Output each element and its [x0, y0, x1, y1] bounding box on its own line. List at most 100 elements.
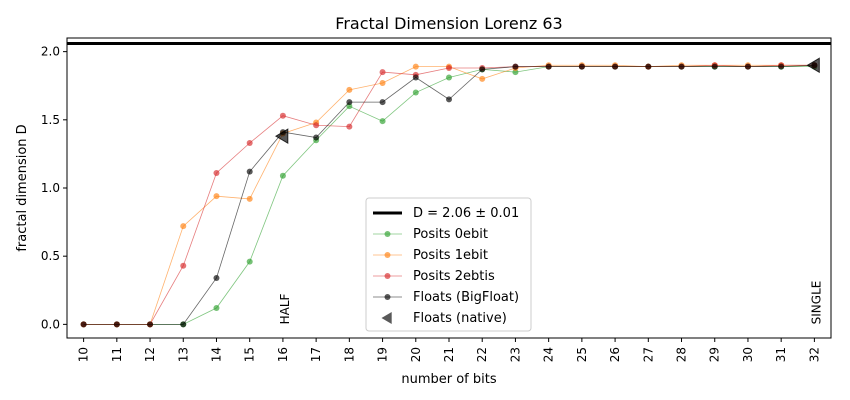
data-point: [213, 275, 220, 281]
data-point: [379, 80, 386, 86]
data-point: [612, 63, 619, 70]
legend-label: Posits 2ebtis: [413, 269, 495, 284]
legend-label: Floats (native): [413, 311, 507, 326]
data-point: [412, 63, 419, 70]
data-point: [313, 134, 320, 141]
x-tick-label: 32: [807, 347, 821, 362]
x-tick-label: 14: [209, 347, 223, 362]
legend-marker: [384, 252, 391, 258]
data-point: [578, 63, 585, 70]
x-tick-label: 17: [309, 347, 323, 362]
legend-marker: [384, 273, 391, 279]
x-tick-label: 16: [276, 347, 290, 362]
data-point: [545, 63, 552, 70]
data-point: [346, 123, 353, 130]
data-point: [678, 63, 685, 70]
data-point: [778, 63, 785, 70]
y-tick-label: 1.0: [41, 181, 60, 195]
data-point: [313, 122, 320, 129]
legend-label: D = 2.06 ± 0.01: [413, 206, 519, 221]
data-point: [246, 168, 253, 175]
legend-entry: Posits 2ebtis: [373, 269, 495, 284]
data-point: [213, 305, 220, 311]
data-point: [446, 96, 452, 103]
x-tick-label: 23: [508, 347, 522, 362]
data-point: [113, 321, 120, 328]
y-tick-label: 0.0: [41, 317, 60, 331]
x-tick-label: 12: [143, 347, 157, 362]
data-point: [379, 118, 386, 125]
legend-entry: D = 2.06 ± 0.01: [373, 206, 519, 221]
data-point: [213, 193, 220, 200]
data-point: [346, 99, 353, 106]
data-point: [180, 321, 187, 328]
data-point: [279, 112, 286, 119]
y-tick-label: 2.0: [41, 45, 60, 59]
x-tick-label: 15: [243, 347, 257, 362]
x-tick-label: 13: [176, 347, 190, 362]
data-point: [180, 262, 187, 269]
x-tick-label: 18: [342, 347, 356, 362]
x-tick-label: 31: [774, 347, 788, 362]
data-point: [147, 321, 154, 328]
data-point: [711, 63, 718, 70]
data-point: [180, 223, 187, 230]
x-tick-label: 11: [110, 347, 124, 362]
data-point: [274, 128, 289, 145]
data-point: [446, 74, 452, 81]
data-point: [479, 66, 486, 73]
data-point: [279, 172, 286, 179]
legend-label: Posits 1ebit: [413, 248, 488, 263]
x-tick-label: 28: [675, 347, 689, 362]
x-tick-label: 27: [641, 347, 655, 362]
x-tick-label: 29: [708, 347, 722, 362]
annotation-label: HALF: [278, 293, 292, 324]
x-axis-label: number of bits: [401, 372, 496, 387]
legend-label: Floats (BigFloat): [413, 290, 519, 305]
legend-entry: Floats (BigFloat): [373, 290, 519, 305]
legend-entry: Floats (native): [381, 311, 507, 326]
x-tick-label: 25: [575, 347, 589, 362]
data-point: [213, 170, 220, 176]
chart-title: Fractal Dimension Lorenz 63: [335, 14, 562, 33]
legend-box: [365, 197, 532, 332]
data-point: [379, 99, 386, 106]
x-tick-label: 24: [542, 347, 556, 362]
legend-entry: Posits 1ebit: [373, 248, 488, 263]
legend: D = 2.06 ± 0.01 Posits 0ebit Posits 1ebit P…: [365, 197, 532, 332]
plot-area: HALF SINGLE: [67, 41, 831, 328]
data-point: [246, 195, 253, 202]
x-tick-label: 20: [409, 347, 423, 362]
x-tick-label: 26: [608, 347, 622, 362]
legend-marker: [384, 294, 391, 300]
y-axis-label: fractal dimension D: [15, 124, 30, 251]
data-point: [346, 86, 353, 93]
data-point: [412, 89, 419, 96]
x-tick-label: 21: [442, 347, 456, 362]
x-tick-label: 19: [376, 347, 390, 362]
data-point: [806, 57, 820, 74]
data-point: [645, 63, 652, 70]
data-point: [379, 69, 386, 76]
data-point: [479, 75, 486, 82]
x-tick-label: 10: [77, 347, 91, 362]
data-point: [246, 140, 253, 146]
data-point: [412, 74, 419, 81]
data-point: [512, 63, 519, 70]
data-point: [80, 321, 87, 328]
axes: 10 11 12 13 14 15 16 17 18 19 20 21 22 23 24 25 26 27 28 29…: [41, 37, 832, 362]
x-tick-label: 22: [475, 347, 489, 362]
series-4: [274, 57, 820, 145]
y-tick-label: 0.5: [41, 249, 60, 263]
x-tick-label: 30: [741, 347, 755, 362]
series-3: [80, 62, 818, 328]
data-point: [744, 63, 751, 70]
legend-entry: Posits 0ebit: [373, 227, 488, 242]
annotation-label: SINGLE: [809, 281, 823, 325]
legend-marker: [384, 231, 391, 237]
legend-label: Posits 0ebit: [413, 227, 488, 242]
data-point: [246, 258, 253, 265]
data-point: [446, 65, 452, 71]
legend-marker: [381, 312, 392, 324]
